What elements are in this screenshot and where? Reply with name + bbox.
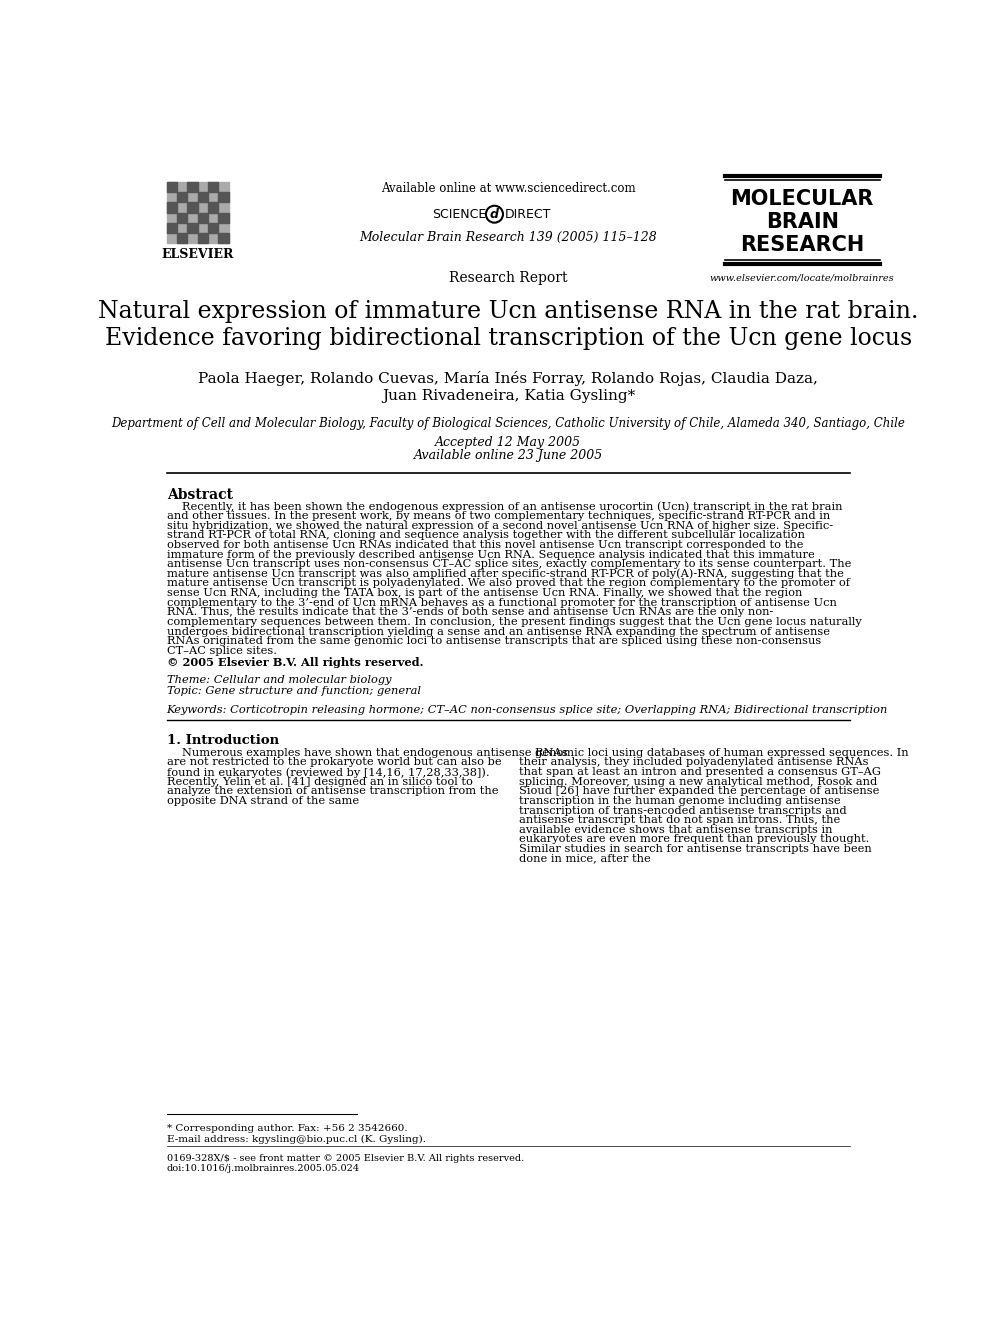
Bar bbox=[208, 202, 218, 213]
Text: RESEARCH: RESEARCH bbox=[740, 235, 864, 255]
Text: situ hybridization, we showed the natural expression of a second novel antisense: situ hybridization, we showed the natura… bbox=[167, 521, 832, 531]
Bar bbox=[167, 202, 177, 213]
Text: complementary to the 3’-end of Ucn mRNA behaves as a functional promoter for the: complementary to the 3’-end of Ucn mRNA … bbox=[167, 598, 836, 607]
Text: eukaryotes are even more frequent than previously thought.: eukaryotes are even more frequent than p… bbox=[519, 835, 870, 844]
Bar bbox=[167, 181, 228, 243]
Text: BRAIN: BRAIN bbox=[766, 212, 838, 232]
Text: 0169-328X/$ - see front matter © 2005 Elsevier B.V. All rights reserved.: 0169-328X/$ - see front matter © 2005 El… bbox=[167, 1154, 524, 1163]
Text: 1. Introduction: 1. Introduction bbox=[167, 734, 279, 747]
Bar bbox=[187, 224, 197, 233]
Bar bbox=[177, 192, 187, 202]
Text: * Corresponding author. Fax: +56 2 3542660.: * Corresponding author. Fax: +56 2 35426… bbox=[167, 1125, 408, 1134]
Text: ·: · bbox=[535, 208, 539, 221]
Text: RNAs originated from the same genomic loci to antisense transcripts that are spl: RNAs originated from the same genomic lo… bbox=[167, 636, 820, 646]
Text: Juan Rivadeneira, Katia Gysling*: Juan Rivadeneira, Katia Gysling* bbox=[382, 389, 635, 404]
Text: CT–AC splice sites.: CT–AC splice sites. bbox=[167, 646, 277, 656]
Text: found in eukaryotes (reviewed by [14,16, 17,28,33,38]).: found in eukaryotes (reviewed by [14,16,… bbox=[167, 767, 489, 778]
Text: genomic loci using databases of human expressed sequences. In: genomic loci using databases of human ex… bbox=[535, 747, 909, 758]
Text: splicing. Moreover, using a new analytical method, Rosok and: splicing. Moreover, using a new analytic… bbox=[519, 777, 878, 787]
Text: www.elsevier.com/locate/molbrainres: www.elsevier.com/locate/molbrainres bbox=[710, 274, 895, 283]
Text: DIRECT: DIRECT bbox=[505, 208, 551, 221]
Text: Molecular Brain Research 139 (2005) 115–128: Molecular Brain Research 139 (2005) 115–… bbox=[359, 230, 658, 243]
Text: ELSEVIER: ELSEVIER bbox=[162, 247, 234, 261]
Text: strand RT-PCR of total RNA, cloning and sequence analysis together with the diff: strand RT-PCR of total RNA, cloning and … bbox=[167, 531, 805, 540]
Text: mature antisense Ucn transcript was also amplified after specific-strand RT-PCR : mature antisense Ucn transcript was also… bbox=[167, 569, 843, 579]
Text: Sioud [26] have further expanded the percentage of antisense: Sioud [26] have further expanded the per… bbox=[519, 786, 880, 796]
Bar bbox=[167, 224, 177, 233]
Bar bbox=[177, 213, 187, 224]
Bar bbox=[177, 233, 187, 243]
Text: Department of Cell and Molecular Biology, Faculty of Biological Sciences, Cathol: Department of Cell and Molecular Biology… bbox=[111, 417, 906, 430]
Text: opposite DNA strand of the same: opposite DNA strand of the same bbox=[167, 796, 359, 806]
Text: Paola Haeger, Rolando Cuevas, María Inés Forray, Rolando Rojas, Claudia Daza,: Paola Haeger, Rolando Cuevas, María Inés… bbox=[198, 372, 818, 386]
Text: Numerous examples have shown that endogenous antisense RNAs: Numerous examples have shown that endoge… bbox=[183, 747, 567, 758]
Bar bbox=[187, 202, 197, 213]
Text: Keywords: Corticotropin releasing hormone; CT–AC non-consensus splice site; Over: Keywords: Corticotropin releasing hormon… bbox=[167, 705, 888, 714]
Text: are not restricted to the prokaryote world but can also be: are not restricted to the prokaryote wor… bbox=[167, 758, 501, 767]
Bar bbox=[218, 213, 228, 224]
Text: © 2005 Elsevier B.V. All rights reserved.: © 2005 Elsevier B.V. All rights reserved… bbox=[167, 658, 424, 668]
Text: undergoes bidirectional transcription yielding a sense and an antisense RNA expa: undergoes bidirectional transcription yi… bbox=[167, 627, 829, 636]
Text: Accepted 12 May 2005: Accepted 12 May 2005 bbox=[435, 437, 581, 450]
Text: antisense Ucn transcript uses non-consensus CT–AC splice sites, exactly compleme: antisense Ucn transcript uses non-consen… bbox=[167, 560, 851, 569]
Text: and other tissues. In the present work, by means of two complementary techniques: and other tissues. In the present work, … bbox=[167, 511, 830, 521]
Text: Available online 23 June 2005: Available online 23 June 2005 bbox=[414, 450, 603, 463]
Bar bbox=[208, 224, 218, 233]
Bar bbox=[187, 181, 197, 192]
Text: Research Report: Research Report bbox=[449, 271, 567, 286]
Text: d: d bbox=[490, 209, 499, 221]
Bar bbox=[218, 233, 228, 243]
Text: antisense transcript that do not span introns. Thus, the: antisense transcript that do not span in… bbox=[519, 815, 840, 826]
Text: SCIENCE: SCIENCE bbox=[433, 208, 487, 221]
Text: Evidence favoring bidirectional transcription of the Ucn gene locus: Evidence favoring bidirectional transcri… bbox=[105, 327, 912, 351]
Text: Similar studies in search for antisense transcripts have been: Similar studies in search for antisense … bbox=[519, 844, 872, 855]
Text: doi:10.1016/j.molbrainres.2005.05.024: doi:10.1016/j.molbrainres.2005.05.024 bbox=[167, 1164, 360, 1172]
Text: MOLECULAR: MOLECULAR bbox=[730, 189, 874, 209]
Text: done in mice, after the: done in mice, after the bbox=[519, 853, 651, 864]
Text: Recently, Yelin et al. [41] designed an in silico tool to: Recently, Yelin et al. [41] designed an … bbox=[167, 777, 472, 787]
Text: Theme: Cellular and molecular biology: Theme: Cellular and molecular biology bbox=[167, 676, 391, 685]
Bar bbox=[197, 233, 208, 243]
Text: analyze the extension of antisense transcription from the: analyze the extension of antisense trans… bbox=[167, 786, 498, 796]
Text: Abstract: Abstract bbox=[167, 488, 233, 501]
Text: E-mail address: kgysling@bio.puc.cl (K. Gysling).: E-mail address: kgysling@bio.puc.cl (K. … bbox=[167, 1135, 426, 1144]
Bar bbox=[218, 192, 228, 202]
Bar bbox=[197, 213, 208, 224]
Bar bbox=[197, 192, 208, 202]
Text: transcription in the human genome including antisense: transcription in the human genome includ… bbox=[519, 796, 841, 806]
Text: their analysis, they included polyadenylated antisense RNAs: their analysis, they included polyadenyl… bbox=[519, 758, 869, 767]
Bar bbox=[208, 181, 218, 192]
Text: RNA. Thus, the results indicate that the 3’-ends of both sense and antisense Ucn: RNA. Thus, the results indicate that the… bbox=[167, 607, 773, 618]
Text: complementary sequences between them. In conclusion, the present findings sugges: complementary sequences between them. In… bbox=[167, 617, 861, 627]
Text: that span at least an intron and presented a consensus GT–AG: that span at least an intron and present… bbox=[519, 767, 881, 777]
Text: available evidence shows that antisense transcripts in: available evidence shows that antisense … bbox=[519, 824, 832, 835]
Text: Topic: Gene structure and function; general: Topic: Gene structure and function; gene… bbox=[167, 687, 421, 696]
Text: immature form of the previously described antisense Ucn RNA. Sequence analysis i: immature form of the previously describe… bbox=[167, 549, 814, 560]
Bar bbox=[167, 181, 177, 192]
Text: transcription of trans-encoded antisense transcripts and: transcription of trans-encoded antisense… bbox=[519, 806, 847, 815]
Text: Available online at www.sciencedirect.com: Available online at www.sciencedirect.co… bbox=[381, 181, 636, 194]
Text: observed for both antisense Ucn RNAs indicated that this novel antisense Ucn tra: observed for both antisense Ucn RNAs ind… bbox=[167, 540, 803, 550]
Text: sense Ucn RNA, including the TATA box, is part of the antisense Ucn RNA. Finally: sense Ucn RNA, including the TATA box, i… bbox=[167, 587, 802, 598]
Text: Natural expression of immature Ucn antisense RNA in the rat brain.: Natural expression of immature Ucn antis… bbox=[98, 300, 919, 323]
Text: mature antisense Ucn transcript is polyadenylated. We also proved that the regio: mature antisense Ucn transcript is polya… bbox=[167, 578, 849, 589]
Text: Recently, it has been shown the endogenous expression of an antisense urocortin : Recently, it has been shown the endogeno… bbox=[183, 501, 842, 512]
